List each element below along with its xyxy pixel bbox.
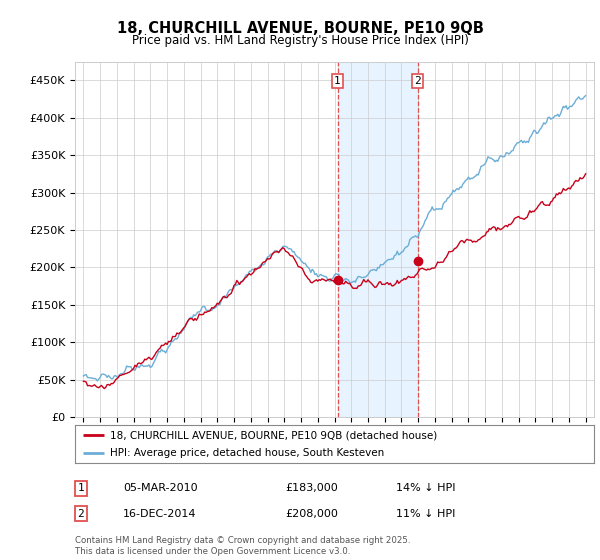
Text: 11% ↓ HPI: 11% ↓ HPI: [396, 508, 455, 519]
Text: 2: 2: [414, 76, 421, 86]
Text: HPI: Average price, detached house, South Kesteven: HPI: Average price, detached house, Sout…: [110, 448, 385, 458]
Text: £208,000: £208,000: [285, 508, 338, 519]
Bar: [338, 62, 418, 417]
Text: 18, CHURCHILL AVENUE, BOURNE, PE10 9QB (detached house): 18, CHURCHILL AVENUE, BOURNE, PE10 9QB (…: [110, 430, 437, 440]
Text: £183,000: £183,000: [285, 483, 338, 493]
Text: 1: 1: [334, 76, 341, 86]
Text: 1: 1: [77, 483, 85, 493]
Text: 05-MAR-2010: 05-MAR-2010: [123, 483, 197, 493]
Text: Contains HM Land Registry data © Crown copyright and database right 2025.
This d: Contains HM Land Registry data © Crown c…: [75, 536, 410, 556]
Text: 16-DEC-2014: 16-DEC-2014: [123, 508, 197, 519]
Text: 18, CHURCHILL AVENUE, BOURNE, PE10 9QB: 18, CHURCHILL AVENUE, BOURNE, PE10 9QB: [116, 21, 484, 36]
Text: Price paid vs. HM Land Registry's House Price Index (HPI): Price paid vs. HM Land Registry's House …: [131, 34, 469, 46]
Text: 2: 2: [77, 508, 85, 519]
Text: 14% ↓ HPI: 14% ↓ HPI: [396, 483, 455, 493]
